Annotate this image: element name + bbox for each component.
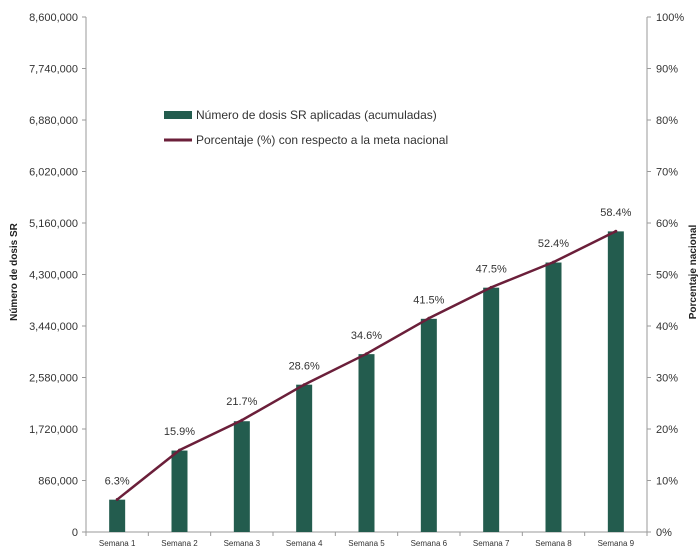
left-axis: 0 860,000 1,720,000 2,580,000 3,440,000 4,300…: [29, 12, 87, 539]
data-label: 15.9%: [164, 426, 195, 438]
y-tick-label: 2,580,000: [29, 373, 78, 385]
y-tick-label: 3,440,000: [29, 321, 78, 333]
y-tick-label: 0: [72, 527, 78, 539]
data-label: 28.6%: [289, 361, 320, 373]
x-axis: Semana 1 Semana 2 Semana 3 Semana 4 Semana 5…: [85, 531, 648, 547]
y2-tick-label: 90%: [656, 64, 678, 76]
legend-swatch-bar: [164, 111, 192, 119]
legend-label-line: Porcentaje (%) con respecto a la meta na…: [196, 133, 448, 147]
x-tick-label: Semana 1: [99, 539, 136, 547]
line-point: [240, 418, 244, 422]
y2-tick-label: 50%: [656, 270, 678, 282]
y-tick-label: 4,300,000: [29, 270, 78, 282]
data-label: 41.5%: [413, 294, 444, 306]
y2-tick-label: 80%: [656, 115, 678, 127]
line-point: [427, 316, 431, 320]
bar: [296, 384, 313, 532]
data-labels: 6.3% 15.9% 21.7% 28.6% 34.6% 41.5% 47.5% 52.4% 5…: [105, 207, 632, 487]
y-tick-label: 5,160,000: [29, 218, 78, 230]
data-label: 58.4%: [600, 207, 631, 219]
x-tick-label: Semana 4: [286, 539, 323, 547]
y2-tick-label: 30%: [656, 373, 678, 385]
y-tick-label: 6,020,000: [29, 167, 78, 179]
line-point: [489, 285, 493, 289]
data-label: 21.7%: [226, 396, 257, 408]
line-series: [115, 229, 618, 502]
y2-tick-label: 0%: [656, 527, 672, 539]
y-tick-label: 6,880,000: [29, 115, 78, 127]
line-point: [302, 383, 306, 387]
y-tick-label: 1,720,000: [29, 424, 78, 436]
y2-tick-label: 10%: [656, 476, 678, 488]
bar: [358, 354, 375, 532]
bar: [109, 499, 126, 532]
bar: [483, 287, 500, 532]
x-tick-label: Semana 8: [535, 539, 572, 547]
data-label: 6.3%: [105, 476, 130, 488]
data-label: 34.6%: [351, 330, 382, 342]
y-tick-label: 860,000: [38, 476, 78, 488]
x-tick-label: Semana 2: [161, 539, 198, 547]
x-tick-label: Semana 7: [473, 539, 510, 547]
data-label: 52.4%: [538, 238, 569, 250]
y2-tick-label: 60%: [656, 218, 678, 230]
bar: [545, 262, 562, 532]
data-label: 47.5%: [476, 263, 507, 275]
line-point: [614, 229, 618, 233]
line-point: [115, 498, 119, 502]
y-tick-label: 7,740,000: [29, 64, 78, 76]
bar: [233, 421, 250, 532]
bar: [420, 318, 437, 532]
y-tick-label: 8,600,000: [29, 12, 78, 24]
y2-tick-label: 40%: [656, 321, 678, 333]
y2-tick-label: 70%: [656, 167, 678, 179]
legend-label-bar: Número de dosis SR aplicadas (acumuladas…: [196, 108, 437, 122]
legend: Número de dosis SR aplicadas (acumuladas…: [164, 108, 448, 147]
line-point: [365, 352, 368, 356]
y2-tick-label: 20%: [656, 424, 678, 436]
bar-series: [109, 231, 624, 532]
y2-tick-label: 100%: [656, 12, 684, 24]
y-axis-title: Número de dosis SR: [9, 222, 20, 321]
x-tick-label: Semana 9: [598, 539, 635, 547]
x-tick-label: Semana 6: [411, 539, 448, 547]
line-point: [552, 260, 555, 264]
bar: [171, 450, 188, 532]
right-axis: 0% 10% 20% 30% 40% 50% 60% 70% 80% 90% 100%: [646, 12, 684, 539]
line-point: [178, 448, 181, 452]
y2-axis-title: Porcentaje nacional: [688, 225, 699, 320]
x-tick-label: Semana 3: [224, 539, 261, 547]
x-tick-label: Semana 5: [348, 539, 385, 547]
bar: [607, 231, 624, 532]
